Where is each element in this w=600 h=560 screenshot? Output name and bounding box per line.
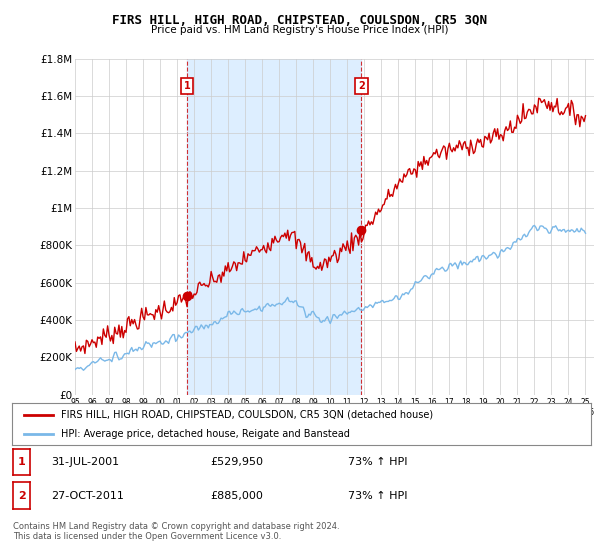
Text: Contains HM Land Registry data © Crown copyright and database right 2024.
This d: Contains HM Land Registry data © Crown c… <box>13 522 340 542</box>
Text: 1: 1 <box>18 457 25 467</box>
Text: 1: 1 <box>184 81 190 91</box>
Text: 2: 2 <box>18 491 25 501</box>
Text: 73% ↑ HPI: 73% ↑ HPI <box>348 457 407 467</box>
Text: HPI: Average price, detached house, Reigate and Banstead: HPI: Average price, detached house, Reig… <box>61 429 350 439</box>
Text: 31-JUL-2001: 31-JUL-2001 <box>51 457 119 467</box>
Text: FIRS HILL, HIGH ROAD, CHIPSTEAD, COULSDON, CR5 3QN: FIRS HILL, HIGH ROAD, CHIPSTEAD, COULSDO… <box>113 14 487 27</box>
Text: £885,000: £885,000 <box>210 491 263 501</box>
Text: 2: 2 <box>358 81 365 91</box>
Text: FIRS HILL, HIGH ROAD, CHIPSTEAD, COULSDON, CR5 3QN (detached house): FIRS HILL, HIGH ROAD, CHIPSTEAD, COULSDO… <box>61 409 433 419</box>
Text: £529,950: £529,950 <box>210 457 263 467</box>
Text: Price paid vs. HM Land Registry's House Price Index (HPI): Price paid vs. HM Land Registry's House … <box>151 25 449 35</box>
Text: 27-OCT-2011: 27-OCT-2011 <box>51 491 124 501</box>
Text: 73% ↑ HPI: 73% ↑ HPI <box>348 491 407 501</box>
Bar <box>187 59 361 395</box>
